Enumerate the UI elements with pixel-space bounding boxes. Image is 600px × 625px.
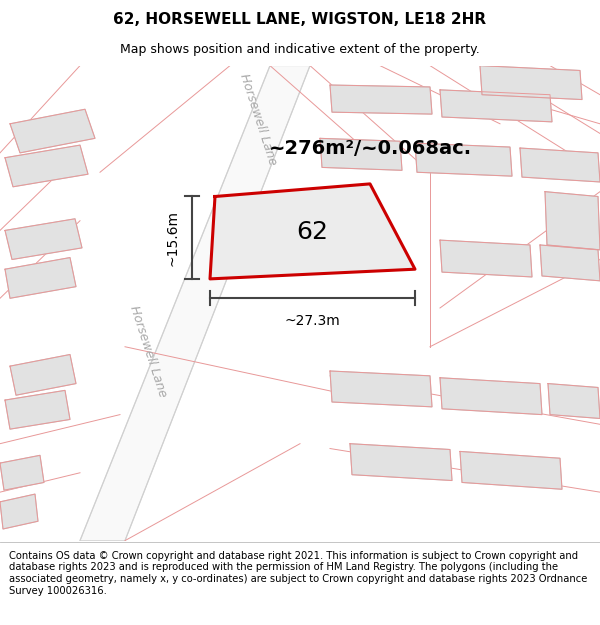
Text: ~15.6m: ~15.6m — [166, 210, 180, 266]
Text: ~276m²/~0.068ac.: ~276m²/~0.068ac. — [268, 139, 472, 158]
Polygon shape — [5, 258, 76, 298]
Polygon shape — [480, 66, 582, 99]
Polygon shape — [80, 66, 310, 541]
Text: Contains OS data © Crown copyright and database right 2021. This information is : Contains OS data © Crown copyright and d… — [9, 551, 587, 596]
Text: 62, HORSEWELL LANE, WIGSTON, LE18 2HR: 62, HORSEWELL LANE, WIGSTON, LE18 2HR — [113, 12, 487, 27]
Polygon shape — [5, 391, 70, 429]
Polygon shape — [5, 145, 88, 187]
Polygon shape — [10, 109, 95, 153]
Polygon shape — [350, 444, 452, 481]
Polygon shape — [460, 451, 562, 489]
Polygon shape — [320, 138, 402, 171]
Polygon shape — [0, 456, 44, 490]
Polygon shape — [440, 240, 532, 277]
Polygon shape — [520, 148, 600, 182]
Polygon shape — [545, 192, 600, 250]
Polygon shape — [10, 354, 76, 395]
Text: Horsewell Lane: Horsewell Lane — [127, 304, 169, 399]
Polygon shape — [548, 384, 600, 419]
Polygon shape — [440, 378, 542, 414]
Polygon shape — [5, 219, 82, 259]
Polygon shape — [0, 494, 38, 529]
Polygon shape — [330, 85, 432, 114]
Text: 62: 62 — [296, 220, 329, 244]
Polygon shape — [540, 245, 600, 281]
Polygon shape — [330, 371, 432, 407]
Polygon shape — [210, 184, 415, 279]
Text: Map shows position and indicative extent of the property.: Map shows position and indicative extent… — [120, 42, 480, 56]
Polygon shape — [415, 143, 512, 176]
Polygon shape — [440, 90, 552, 122]
Text: ~27.3m: ~27.3m — [284, 314, 340, 328]
Text: Horsewell Lane: Horsewell Lane — [237, 71, 279, 166]
